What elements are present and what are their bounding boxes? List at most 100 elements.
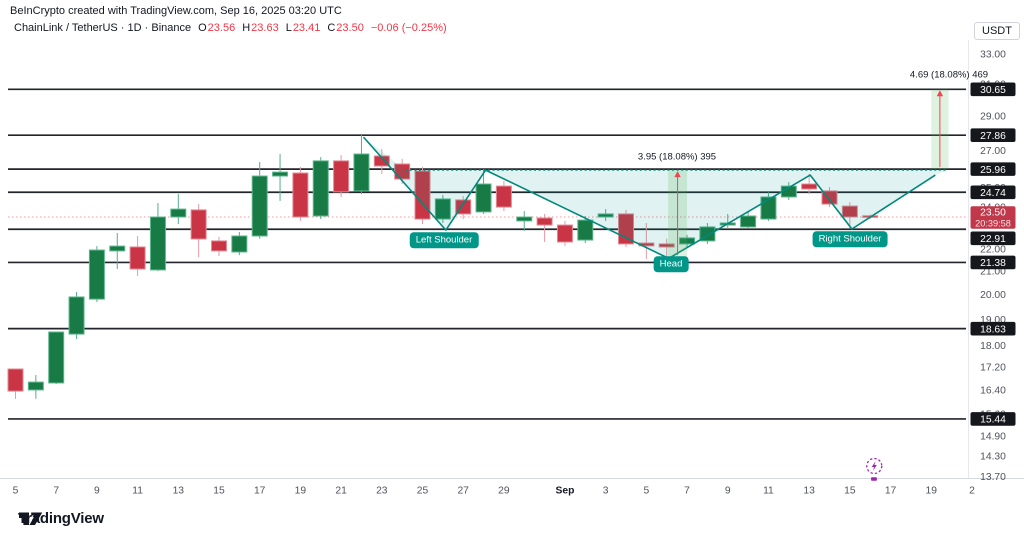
price-level-badge: [970, 185, 1016, 200]
price-tick: 19.00: [980, 315, 1006, 326]
candle: [88, 249, 105, 300]
candle: [27, 381, 44, 391]
candle: [841, 205, 858, 218]
head-measure-label: 3.95 (18.08%) 395: [637, 151, 717, 163]
candle: [353, 153, 370, 192]
price-level-badge: [970, 231, 1016, 246]
candle: [109, 245, 126, 252]
price-level-badge: [970, 82, 1016, 97]
price-tick: 14.30: [980, 451, 1006, 462]
date-tick[interactable]: 29: [498, 486, 510, 497]
date-tick[interactable]: 5: [13, 486, 19, 497]
right-shoulder-label[interactable]: Right Shoulder: [812, 231, 888, 247]
candle: [536, 217, 553, 226]
price-tick: 27.00: [980, 146, 1006, 157]
price-level-badge: [970, 162, 1016, 176]
date-tick[interactable]: 21: [335, 486, 347, 497]
date-tick[interactable]: 17: [885, 486, 897, 497]
candle: [475, 183, 492, 213]
lightning-icon[interactable]: [871, 461, 877, 471]
candle: [679, 237, 696, 245]
event-axis-marker: [871, 477, 877, 481]
candle: [373, 155, 390, 167]
ohlc-low: L 23.41: [285, 22, 321, 34]
pattern-fill: [363, 137, 948, 259]
price-level-badge-text: 21.38: [980, 258, 1006, 269]
candle: [597, 213, 614, 218]
head-label[interactable]: Head: [653, 256, 689, 272]
price-level-badge: [970, 321, 1016, 336]
price-tick: 14.90: [980, 432, 1006, 443]
date-tick[interactable]: Sep: [556, 486, 575, 497]
candle: [149, 216, 166, 271]
candle: [129, 246, 146, 270]
date-tick[interactable]: 19: [926, 486, 938, 497]
price-tick: 20.00: [980, 290, 1006, 301]
candle: [7, 368, 24, 392]
symbol-title: ChainLink / TetherUS · 1D · Binance: [14, 22, 192, 34]
date-tick[interactable]: 17: [254, 486, 266, 497]
price-level-badge: [970, 128, 1016, 142]
ohlc-close: C 23.50: [327, 22, 364, 34]
price-tick: 17.20: [980, 363, 1006, 374]
ohlc-open: O 23.56: [198, 22, 236, 34]
date-tick[interactable]: 11: [763, 486, 774, 497]
tradingview-logo-mark: [19, 512, 43, 525]
candle: [231, 235, 248, 253]
date-tick[interactable]: 15: [213, 486, 225, 497]
candle: [516, 216, 533, 222]
price-tick: 22.00: [980, 244, 1006, 255]
currency-unit-toggle[interactable]: USDT: [974, 22, 1020, 40]
current-price-badge-text: 23.50: [980, 207, 1006, 218]
candle: [740, 215, 757, 228]
price-level-badge: [970, 255, 1016, 270]
price-tick: 29.00: [980, 111, 1006, 122]
date-tick[interactable]: 19: [295, 486, 307, 497]
price-tick: 13.70: [980, 472, 1006, 483]
price-level-badge: [970, 412, 1016, 426]
date-tick[interactable]: 3: [603, 486, 609, 497]
date-tick[interactable]: 13: [173, 486, 185, 497]
candle: [434, 198, 451, 220]
left-shoulder-label[interactable]: Left Shoulder: [409, 232, 479, 248]
price-level-badge-text: 27.86: [980, 131, 1006, 142]
date-tick[interactable]: 11: [132, 486, 143, 497]
date-tick[interactable]: 23: [376, 486, 388, 497]
measure-arrowhead: [674, 171, 681, 178]
date-tick[interactable]: 7: [53, 486, 59, 497]
date-tick[interactable]: 15: [844, 486, 856, 497]
date-tick[interactable]: 9: [725, 486, 731, 497]
credit-text: BeInCrypto created with TradingView.com,…: [10, 5, 342, 17]
candle: [801, 183, 818, 190]
price-tick: 21.00: [980, 267, 1006, 278]
candle: [577, 219, 594, 241]
symbol-legend[interactable]: ChainLink / TetherUS · 1D · Binance O 23.…: [14, 22, 447, 34]
candle: [333, 160, 350, 193]
date-tick[interactable]: 25: [417, 486, 429, 497]
candle: [292, 172, 309, 218]
candle: [272, 171, 289, 177]
price-tick: 33.00: [980, 49, 1006, 60]
date-tick[interactable]: 7: [684, 486, 690, 497]
date-tick[interactable]: 9: [94, 486, 100, 497]
date-tick[interactable]: 2: [969, 486, 975, 497]
price-level-badge-text: 30.65: [980, 85, 1006, 96]
current-price-badge: [970, 206, 1016, 229]
date-tick[interactable]: 13: [803, 486, 815, 497]
measure-arrowhead: [936, 90, 944, 97]
date-tick[interactable]: 27: [457, 486, 469, 497]
price-level-badge-text: 25.96: [980, 165, 1006, 176]
tradingview-logo[interactable]: TradingView: [18, 510, 104, 527]
date-tick[interactable]: 5: [643, 486, 649, 497]
price-level-badge-text: 15.44: [980, 415, 1006, 426]
candle: [48, 331, 65, 384]
candle: [658, 243, 675, 248]
candle: [495, 185, 512, 208]
price-tick: 18.00: [980, 341, 1006, 352]
price-change: −0.06 (−0.25%): [370, 22, 447, 34]
candle: [190, 209, 207, 240]
candle: [251, 175, 268, 237]
candle: [170, 208, 187, 218]
